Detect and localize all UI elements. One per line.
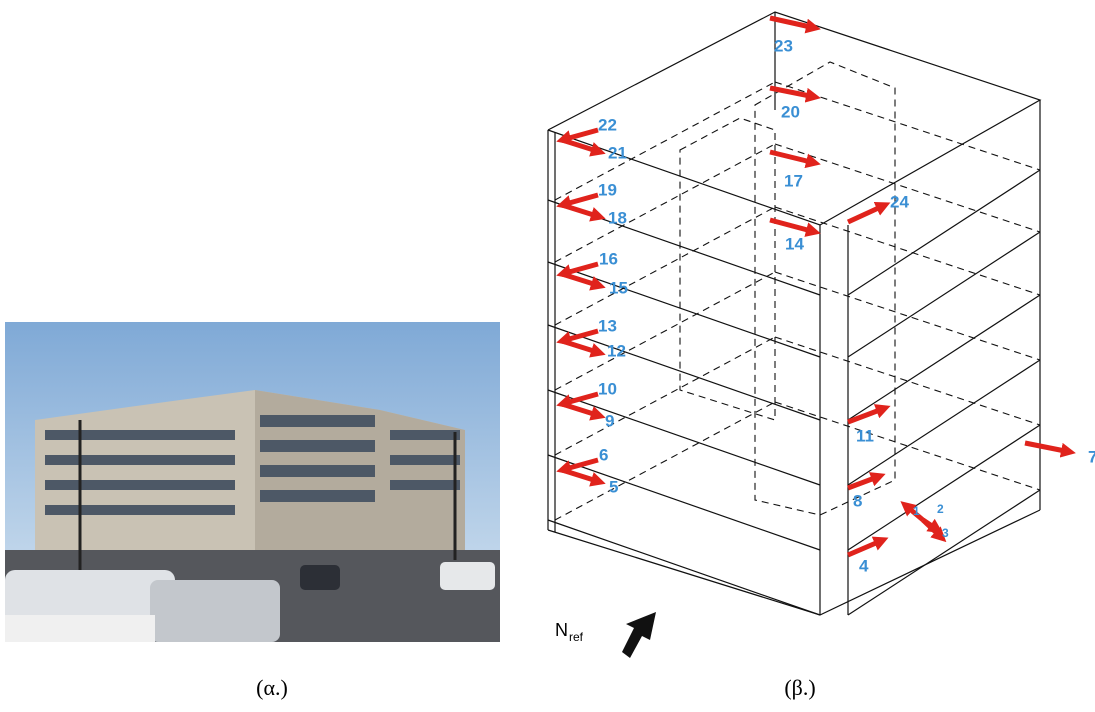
floor-line [548,325,820,420]
sensor-arrow [923,520,942,538]
sensor-label: 19 [598,180,617,199]
sensor-label: 12 [607,341,626,360]
floor-line [848,360,1040,485]
floor-line [848,295,1040,420]
floor-line-hidden [555,144,775,262]
sensor-label: 24 [890,192,909,211]
floor-line-hidden [775,207,1040,295]
sensor-arrow [562,394,598,404]
caption: (α.) [256,675,288,700]
sensor-label: 23 [774,36,793,55]
sensor-label: 5 [609,477,618,496]
sensor-label: 13 [598,316,617,335]
floor-line [848,170,1040,295]
sensor-arrow [770,220,815,232]
sensor-label: 17 [784,171,803,190]
sensor-arrow [562,274,600,286]
caption: (β.) [784,675,815,700]
sensor-arrow [848,408,885,422]
sensor-label: 7 [1088,447,1095,466]
floor-line [848,490,1040,615]
sensor-label: 16 [599,249,618,268]
sensor-label: 10 [598,379,617,398]
sensor-arrow [1025,443,1070,452]
sensor-label: 15 [609,278,628,297]
floor-line [548,262,820,357]
sensor-arrow [848,540,883,555]
sensor-label: 8 [853,491,862,510]
sensor-label: 4 [859,556,869,575]
north-label: N [555,620,568,640]
sensor-label: 9 [605,411,614,430]
sensor-label: 3 [942,526,949,540]
floor-line-hidden [555,272,775,390]
sensor-label: 2 [937,502,944,516]
sensor-label: 1 [913,504,920,518]
floor-line-hidden [775,272,1040,360]
sensor-label: 11 [856,426,874,445]
floor-line [548,455,820,550]
sensor-arrow [562,130,598,140]
floor-line-hidden [555,82,775,200]
sensor-arrow [562,205,600,217]
sensor-arrow [848,205,885,222]
sensor-label: 6 [599,445,608,464]
floor-line [848,232,1040,357]
figure: N ref (α.) (β.) 123456789101112131415161… [0,0,1095,712]
sensor-label: 20 [781,102,800,121]
sensor-label: 18 [608,208,627,227]
floor-line [548,390,820,485]
sensor-arrow [562,195,598,205]
sensor-label: 21 [608,143,627,162]
floor-line-hidden [775,144,1040,232]
floor-line [548,520,820,615]
north-arrow [622,612,656,658]
sensor-label: 14 [785,234,804,253]
north-subscript: ref [569,630,584,644]
photo [5,322,500,642]
sensor-arrow [562,331,598,341]
sensor-label: 22 [598,115,617,134]
sensor-arrow [562,341,600,353]
sensor-arrow [770,152,815,163]
